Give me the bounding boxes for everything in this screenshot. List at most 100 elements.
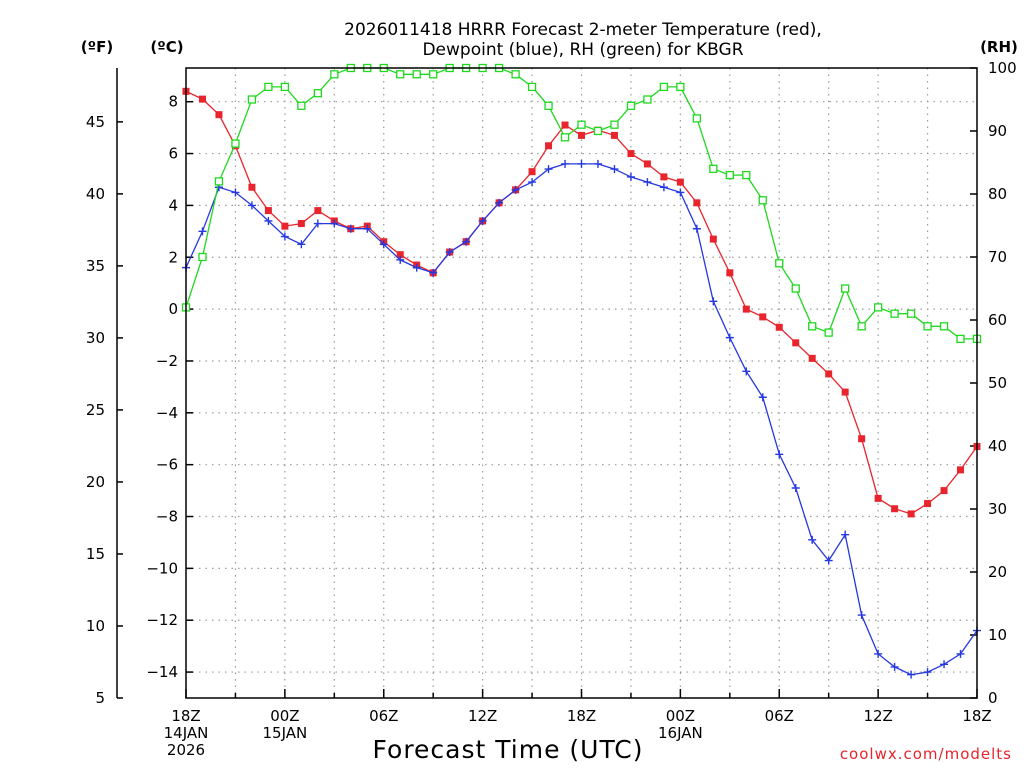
rh-point bbox=[841, 284, 850, 293]
rh-tick-label: 100 bbox=[988, 59, 1017, 77]
dewpoint-point bbox=[544, 165, 553, 174]
fahrenheit-tick-label: 5 bbox=[95, 689, 105, 707]
temperature-point bbox=[858, 435, 866, 443]
rh-tick-label: 80 bbox=[988, 185, 1007, 203]
temperature-point bbox=[693, 199, 701, 207]
rh-point bbox=[412, 70, 421, 79]
x-tick-label: 15JAN bbox=[263, 724, 308, 742]
rh-point bbox=[214, 177, 224, 186]
rh-point bbox=[676, 82, 685, 92]
dewpoint-point bbox=[330, 219, 339, 228]
dewpoint-point bbox=[561, 159, 570, 168]
dewpoint-point bbox=[445, 248, 454, 257]
dewpoint-point bbox=[264, 216, 273, 225]
celsius-tick-label: −4 bbox=[156, 404, 178, 422]
rh-tick-label: 0 bbox=[988, 689, 998, 707]
dewpoint-point bbox=[231, 188, 240, 197]
temperature-point bbox=[759, 313, 767, 321]
rh-tick-label: 40 bbox=[988, 437, 1007, 455]
celsius-tick-label: 2 bbox=[168, 248, 178, 266]
rh-point bbox=[791, 284, 800, 293]
x-tick-label: 06Z bbox=[369, 707, 398, 725]
dewpoint-point bbox=[923, 668, 932, 677]
dewpoint-point bbox=[626, 172, 635, 181]
dewpoint-point bbox=[692, 224, 701, 233]
dewpoint-point bbox=[857, 611, 866, 620]
temperature-point bbox=[198, 95, 206, 103]
dewpoint-point bbox=[379, 240, 388, 249]
fahrenheit-tick-label: 30 bbox=[86, 329, 105, 347]
fahrenheit-unit-label: (ºF) bbox=[81, 38, 113, 56]
x-tick-label: 16JAN bbox=[658, 724, 703, 742]
dewpoint-point bbox=[610, 165, 619, 174]
temperature-point bbox=[924, 500, 932, 508]
fahrenheit-tick-label: 20 bbox=[86, 473, 105, 491]
rh-point bbox=[396, 70, 405, 79]
rh-point bbox=[247, 95, 257, 104]
temperature-point bbox=[578, 131, 585, 139]
temperature-point bbox=[314, 207, 322, 215]
x-tick-label: 12Z bbox=[863, 707, 892, 725]
rh-tick-label: 10 bbox=[988, 626, 1007, 644]
rh-point bbox=[824, 328, 833, 337]
rh-point bbox=[643, 95, 652, 104]
temperature-point bbox=[957, 466, 965, 474]
credit-label: coolwx.com/modelts bbox=[840, 745, 1012, 763]
rh-tick-label: 50 bbox=[988, 374, 1007, 392]
rh-unit-label: (RH) bbox=[980, 38, 1018, 56]
temperature-point bbox=[676, 178, 684, 186]
rh-point bbox=[527, 82, 537, 92]
celsius-tick-label: −2 bbox=[156, 352, 178, 370]
series-layer bbox=[181, 63, 982, 679]
rh-point bbox=[231, 139, 240, 148]
temperature-point bbox=[248, 183, 256, 191]
dewpoint-point bbox=[313, 219, 322, 228]
rh-point bbox=[758, 196, 767, 205]
temperature-point bbox=[281, 222, 289, 230]
dewpoint-point bbox=[824, 556, 833, 565]
celsius-tick-label: 6 bbox=[168, 145, 178, 163]
dewpoint-point bbox=[511, 185, 520, 194]
dewpoint-point bbox=[841, 530, 850, 539]
dewpoint-point bbox=[791, 484, 800, 492]
dewpoint-point bbox=[412, 263, 421, 272]
rh-point bbox=[742, 170, 751, 180]
temperature-point bbox=[775, 323, 783, 331]
dewpoint-point bbox=[280, 232, 289, 241]
dewpoint-point bbox=[758, 393, 767, 402]
dewpoint-point bbox=[676, 188, 685, 197]
dewpoint-point bbox=[363, 224, 372, 233]
rh-point bbox=[659, 82, 669, 92]
dewpoint-point bbox=[775, 450, 784, 459]
rh-tick-label: 90 bbox=[988, 122, 1007, 140]
fahrenheit-tick-label: 40 bbox=[86, 185, 105, 203]
celsius-tick-label: 4 bbox=[168, 196, 178, 214]
rh-point bbox=[429, 70, 438, 79]
x-tick-label: 06Z bbox=[765, 707, 794, 725]
chart-title-line2: Dewpoint (blue), RH (green) for KBGR bbox=[422, 40, 743, 60]
chart-title-line1: 2026011418 HRRR Forecast 2-meter Tempera… bbox=[344, 20, 822, 40]
dewpoint-point bbox=[890, 662, 899, 671]
dewpoint-point bbox=[956, 649, 965, 658]
rh-point bbox=[280, 82, 290, 92]
rh-tick-label: 30 bbox=[988, 500, 1007, 518]
dewpoint-point bbox=[593, 159, 602, 168]
dewpoint-point bbox=[198, 227, 207, 236]
dewpoint-point bbox=[643, 178, 652, 187]
temperature-point bbox=[215, 111, 223, 119]
x-tick-label: 18Z bbox=[567, 707, 596, 725]
x-tick-label: 14JAN bbox=[164, 724, 209, 742]
x-tick-label: 12Z bbox=[468, 707, 497, 725]
fahrenheit-tick-label: 35 bbox=[86, 257, 105, 275]
temperature-point bbox=[726, 269, 734, 277]
dewpoint-point bbox=[429, 268, 438, 277]
rh-point bbox=[692, 114, 702, 123]
rh-point bbox=[890, 309, 899, 318]
rh-point bbox=[264, 82, 273, 92]
rh-point bbox=[544, 101, 553, 110]
dewpoint-point bbox=[396, 255, 405, 264]
celsius-unit-label: (ºC) bbox=[150, 38, 183, 56]
dewpoint-point bbox=[725, 333, 734, 342]
rh-point bbox=[857, 322, 866, 331]
